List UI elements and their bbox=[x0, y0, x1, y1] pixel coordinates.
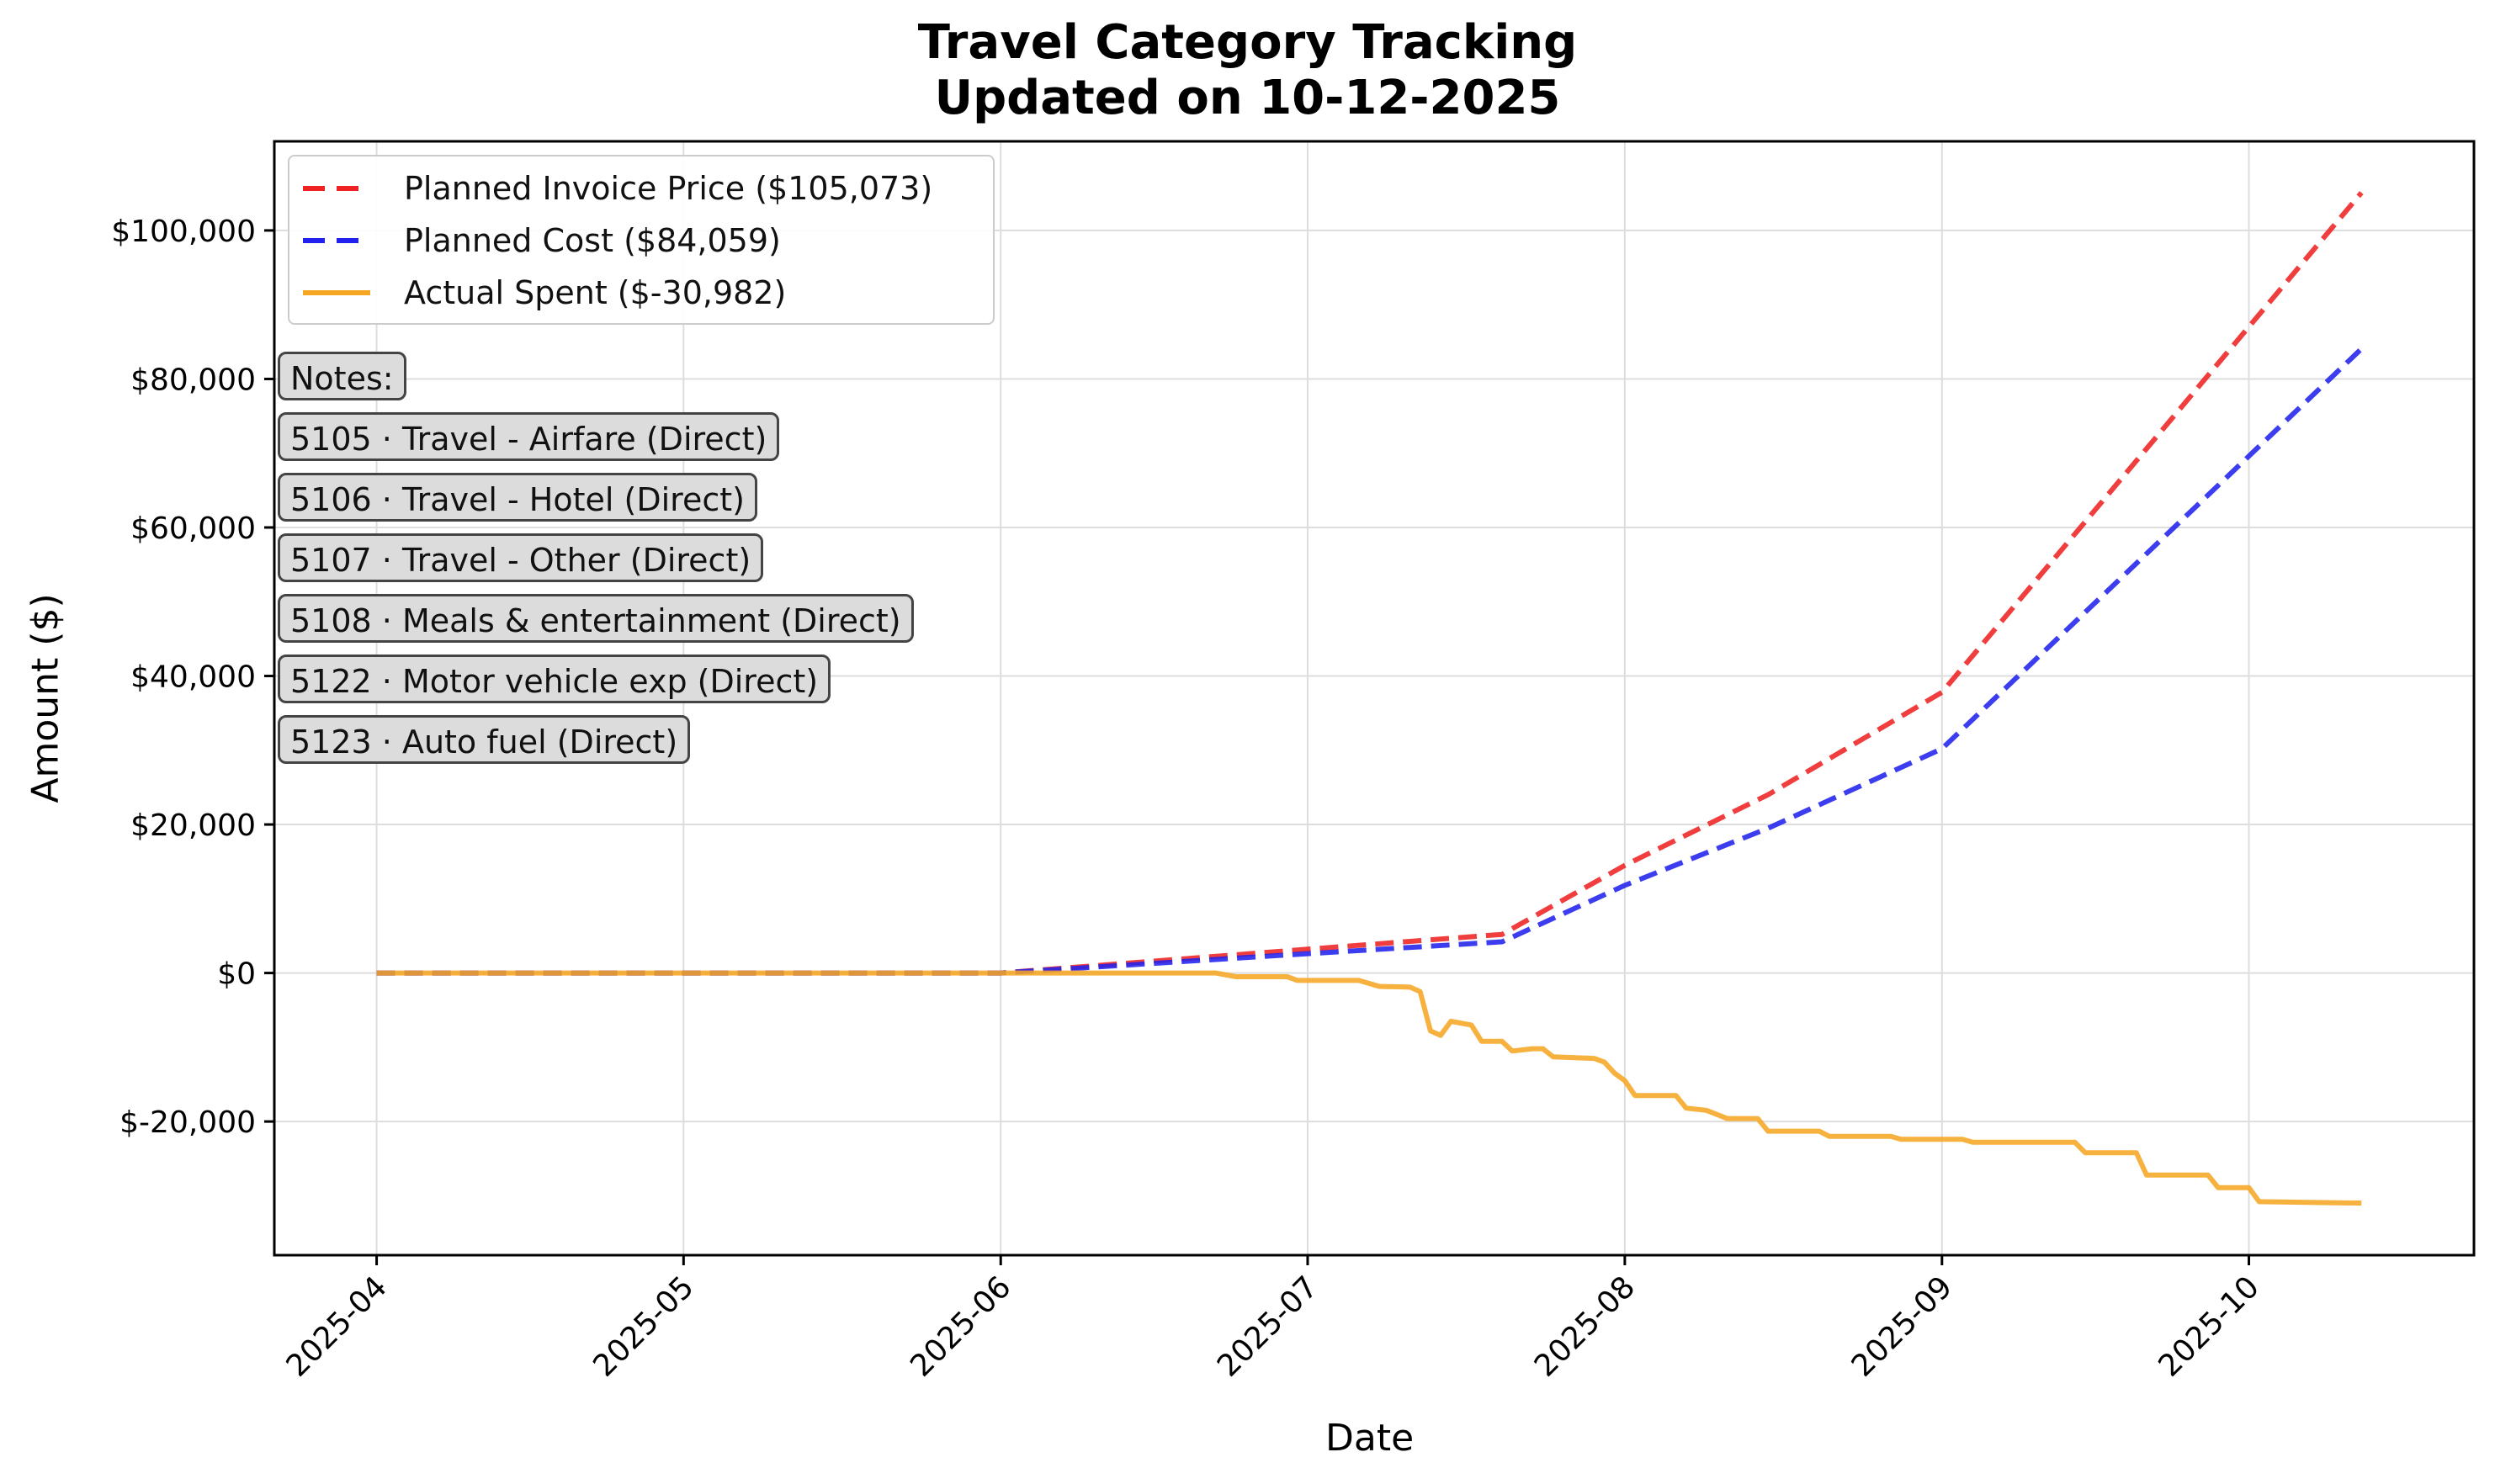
x-axis-title: Date bbox=[1325, 1417, 1415, 1460]
legend-label-invoice: Planned Invoice Price ($105,073) bbox=[404, 170, 933, 207]
legend-item-actual: Actual Spent ($-30,982) bbox=[303, 268, 786, 318]
series-line-2 bbox=[376, 970, 2362, 1206]
legend-item-invoice: Planned Invoice Price ($105,073) bbox=[303, 163, 932, 214]
plot-frame bbox=[273, 140, 2476, 1257]
chart-title: Travel Category Tracking bbox=[917, 15, 1578, 70]
y-tick-label: $100,000 bbox=[111, 215, 256, 249]
chart-subtitle: Updated on 10-12-2025 bbox=[934, 71, 1561, 125]
legend-label-cost: Planned Cost ($84,059) bbox=[404, 222, 781, 259]
y-tick-label: $40,000 bbox=[130, 660, 256, 695]
grid-lines bbox=[274, 141, 2474, 1255]
legend-swatch-invoice bbox=[303, 186, 370, 191]
y-tick-label: $60,000 bbox=[130, 511, 256, 546]
legend-swatch-cost bbox=[303, 238, 370, 243]
x-tick-label: 2025-08 bbox=[1528, 1269, 1642, 1383]
note-item: 5108 · Meals & entertainment (Direct) bbox=[278, 594, 914, 643]
y-tick-label: $80,000 bbox=[130, 363, 256, 397]
y-tick-label: $20,000 bbox=[130, 808, 256, 843]
y-tick-label: $-20,000 bbox=[119, 1105, 256, 1140]
legend: Planned Invoice Price ($105,073) Planned… bbox=[288, 155, 995, 325]
x-tick-label: 2025-09 bbox=[1845, 1269, 1959, 1383]
x-tick-label: 2025-07 bbox=[1211, 1269, 1324, 1383]
note-item: 5106 · Travel - Hotel (Direct) bbox=[278, 473, 757, 522]
note-item: 5122 · Motor vehicle exp (Direct) bbox=[278, 655, 831, 703]
x-tick-label: 2025-10 bbox=[2153, 1269, 2266, 1383]
x-tick-label: 2025-05 bbox=[587, 1269, 700, 1383]
legend-label-actual: Actual Spent ($-30,982) bbox=[404, 274, 787, 311]
legend-item-cost: Planned Cost ($84,059) bbox=[303, 215, 781, 266]
x-tick-label: 2025-06 bbox=[904, 1269, 1017, 1383]
legend-swatch-actual bbox=[303, 290, 370, 295]
x-axis-ticks: 2025-04 2025-05 2025-06 2025-07 2025-08 2025-… bbox=[280, 1255, 2266, 1384]
series-line-1 bbox=[376, 347, 2364, 976]
y-tick-label: $0 bbox=[217, 957, 256, 992]
notes-label: Notes: bbox=[278, 352, 406, 400]
y-axis-title: Amount ($) bbox=[24, 593, 67, 803]
y-axis-ticks: $-20,000 $0 $20,000 $40,000 $60,000 $80,000 $1… bbox=[111, 215, 274, 1140]
note-item: 5123 · Auto fuel (Direct) bbox=[278, 715, 691, 764]
note-item: 5107 · Travel - Other (Direct) bbox=[278, 533, 764, 582]
x-tick-label: 2025-04 bbox=[280, 1269, 394, 1383]
series-lines bbox=[376, 191, 2364, 1206]
note-item: 5105 · Travel - Airfare (Direct) bbox=[278, 412, 780, 461]
